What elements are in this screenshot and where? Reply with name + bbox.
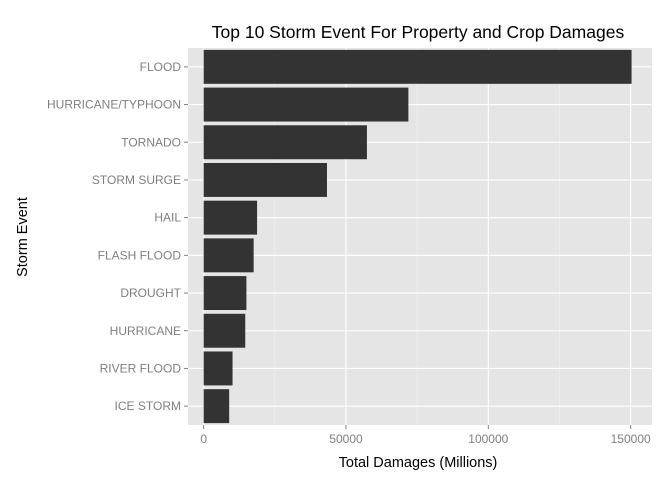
bar <box>203 125 367 160</box>
x-tick-label: 0 <box>200 432 207 446</box>
y-tick-label: TORNADO <box>121 135 181 149</box>
x-tick-label: 50000 <box>329 432 363 446</box>
y-tick-label: FLOOD <box>140 60 182 74</box>
y-tick-label: HAIL <box>154 211 181 225</box>
bar <box>203 313 246 348</box>
bar <box>203 162 327 197</box>
y-tick-label: ICE STORM <box>115 399 181 413</box>
bar <box>203 389 230 424</box>
y-axis-title: Storm Event <box>15 197 31 277</box>
bars <box>203 49 632 424</box>
y-tick-label: RIVER FLOOD <box>100 361 182 375</box>
x-tick-label: 150000 <box>611 432 651 446</box>
x-tick-label: 100000 <box>468 432 508 446</box>
y-axis: FLOOD HURRICANE/TYPHOON TORNADO STORM SURGE… <box>47 60 188 413</box>
bar <box>203 49 632 84</box>
chart-title: Top 10 Storm Event For Property and Crop… <box>212 22 625 42</box>
x-axis: 0 50000 100000 150000 <box>200 425 651 446</box>
y-tick-label: FLASH FLOOD <box>98 248 182 262</box>
y-tick-label: DROUGHT <box>120 286 181 300</box>
bar <box>203 87 409 122</box>
bar <box>203 200 258 235</box>
bar <box>203 351 233 386</box>
bar <box>203 276 247 311</box>
x-axis-title: Total Damages (Millions) <box>339 455 498 471</box>
bar <box>203 238 254 273</box>
y-tick-label: HURRICANE <box>110 324 181 338</box>
y-tick-label: HURRICANE/TYPHOON <box>47 98 181 112</box>
y-tick-label: STORM SURGE <box>92 173 181 187</box>
